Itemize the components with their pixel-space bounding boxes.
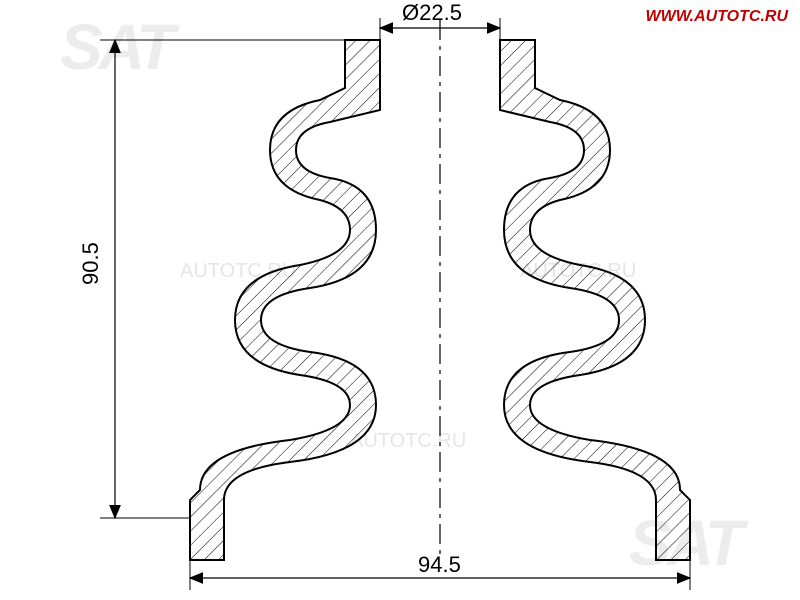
- label-top-diameter: Ø22.5: [402, 0, 462, 26]
- boot-left-section: [190, 40, 380, 560]
- diagram-container: SAT SAT AUTOTC.RU AUTOTC.RU AUTOTC.RU WW…: [0, 0, 800, 600]
- technical-drawing: [0, 0, 800, 600]
- label-bottom-width: 94.5: [418, 552, 461, 578]
- boot-right-section: [500, 40, 690, 560]
- label-height: 90.5: [78, 242, 104, 285]
